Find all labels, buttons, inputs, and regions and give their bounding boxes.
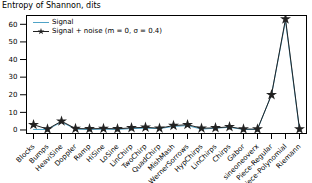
svg-text:Riemann: Riemann [275,143,303,171]
svg-text:Ramp: Ramp [72,142,93,163]
svg-text:Bumps: Bumps [27,142,51,166]
svg-text:MishMash: MishMash [146,142,177,173]
svg-text:20: 20 [9,91,18,99]
svg-text:0: 0 [13,126,17,134]
svg-text:LinChirps: LinChirps [189,142,219,172]
svg-text:60: 60 [9,21,18,29]
svg-text:Gabor: Gabor [225,142,247,164]
html-text:Signal: Signal [52,18,74,26]
svg-text:40: 40 [9,56,18,64]
svg-text:HypChirps: HypChirps [173,142,205,174]
svg-text:Blocks: Blocks [14,142,37,165]
svg-text:Piece-Regular: Piece-Regular [235,142,275,183]
svg-text:LinChirp: LinChirp [108,142,135,169]
html-text:Entropy of Shannon, dits: Entropy of Shannon, dits [2,1,101,10]
svg-text:Chirps: Chirps [211,142,233,165]
svg-text:LoSine: LoSine [98,142,121,165]
svg-text:30: 30 [9,73,18,81]
svg-text:50: 50 [9,38,18,46]
svg-text:HeaviSine: HeaviSine [34,142,65,174]
svg-text:sineoneoverx: sineoneoverx [221,142,261,182]
html-text:Signal + noise (m = 0, σ = 0.4: Signal + noise (m = 0, σ = 0.4) [52,27,162,35]
svg-text:Doppler: Doppler [53,142,79,168]
svg-text:TwoChirp: TwoChirp [120,142,149,171]
svg-text:QuadChirp: QuadChirp [130,142,163,175]
svg-text:HiSine: HiSine [85,142,107,165]
svg-text:10: 10 [9,109,18,117]
